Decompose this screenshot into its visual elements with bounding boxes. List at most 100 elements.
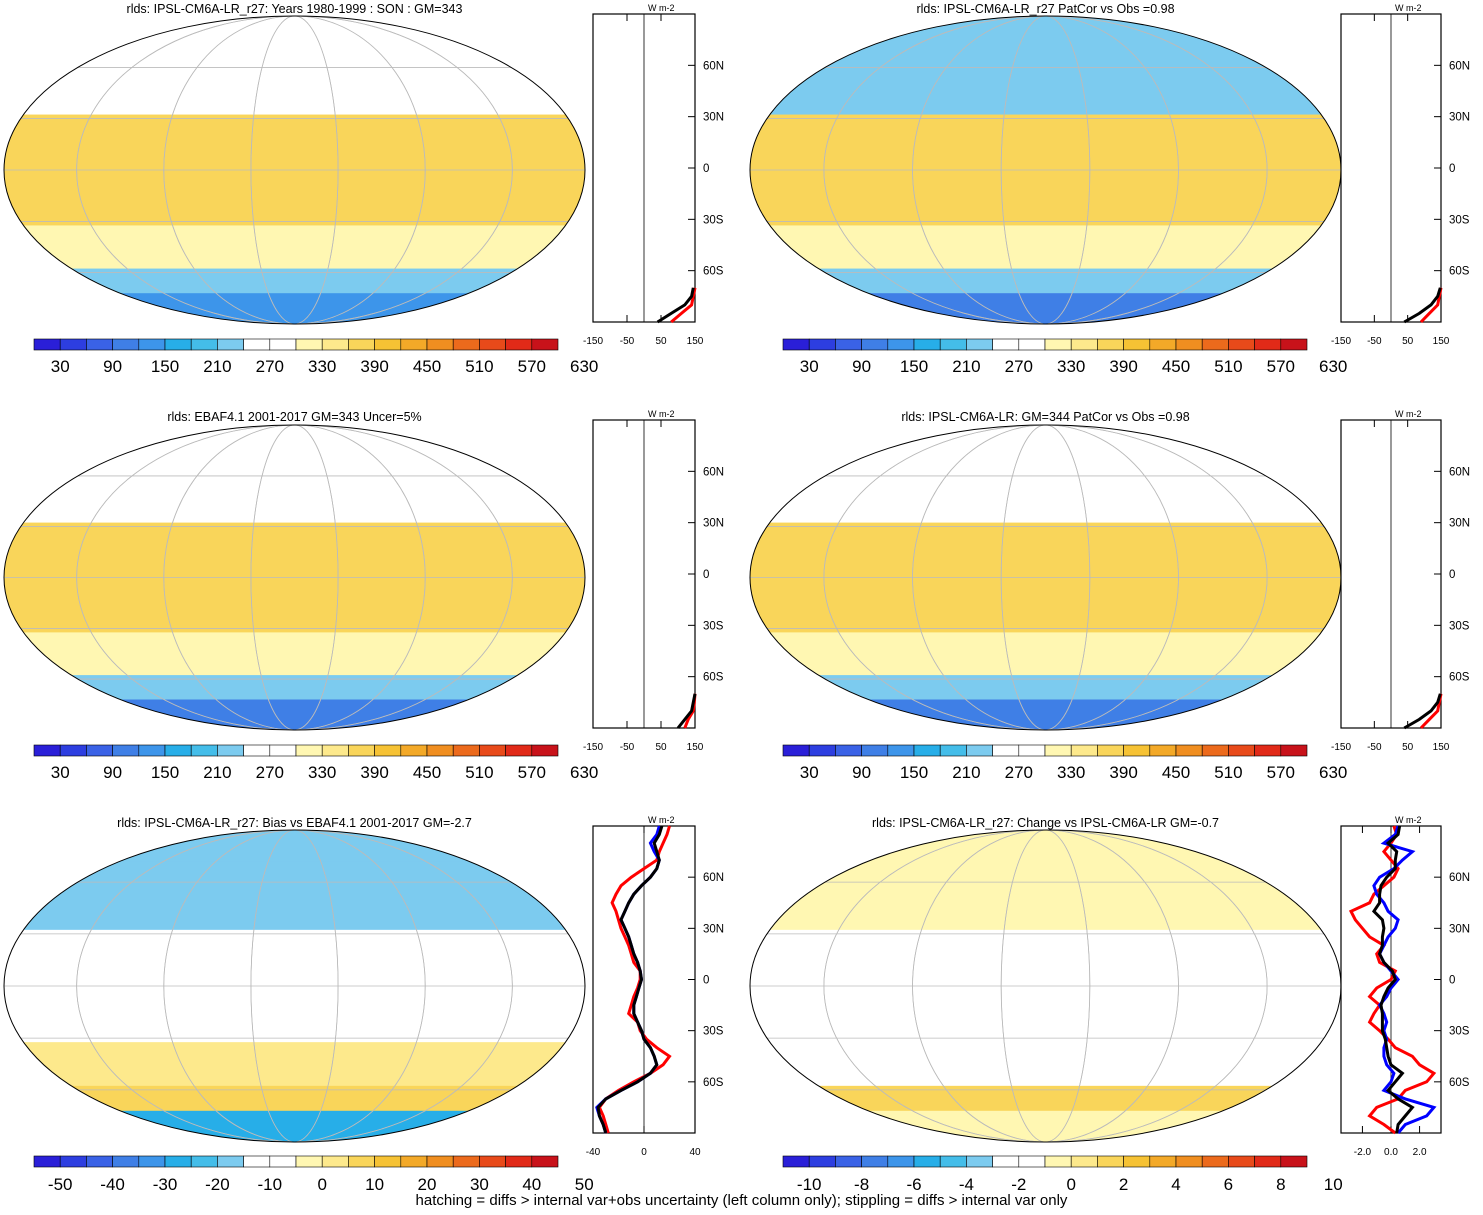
colorbar-label: 210 [203, 763, 231, 782]
x-tick-label: 2.0 [1413, 1147, 1427, 1158]
zonal-profile: -40 0 40 60N 30N 0 30S 60S W m-2 [586, 815, 724, 1158]
meridian-line [823, 830, 1268, 1142]
lat-band [4, 46, 585, 116]
colorbar-label: 10 [1324, 1175, 1343, 1194]
colorbar-box [374, 338, 402, 351]
colorbar-label: 570 [1267, 763, 1295, 782]
x-tick-label: -150 [583, 336, 603, 347]
x-tick-label: 50 [1402, 336, 1414, 347]
map-border [3, 829, 586, 1143]
unit-label: W m-2 [1395, 409, 1422, 419]
unit-label: W m-2 [1395, 815, 1422, 825]
lat-band [4, 861, 585, 931]
colorbar-label: -10 [258, 1175, 283, 1194]
colorbar-box [374, 1155, 402, 1168]
colorbar-box [295, 744, 323, 757]
colorbar-box [217, 744, 244, 757]
panel-change: rlds: IPSL-CM6A-LR_r27: Change vs IPSL-C… [749, 815, 1470, 1194]
colorbar-box [400, 338, 428, 351]
y-tick-label: 60N [703, 872, 724, 884]
colorbar-box [1201, 1155, 1229, 1168]
colorbar-box [112, 338, 140, 351]
lat-band [750, 1042, 1341, 1087]
meridian-line [250, 830, 339, 1142]
x-tick-label: 50 [655, 742, 667, 753]
colorbar-label: -4 [959, 1175, 974, 1194]
lat-band [4, 830, 585, 863]
colorbar-label: 210 [952, 763, 980, 782]
panel-title: rlds: IPSL-CM6A-LR: GM=344 PatCor vs Obs… [901, 410, 1189, 424]
profile-line-black [656, 287, 695, 324]
map-field [750, 830, 1341, 1142]
lat-band [750, 225, 1341, 270]
colorbar-label: -20 [205, 1175, 230, 1194]
colorbar-label: 390 [1109, 357, 1137, 376]
colorbar-label: 330 [308, 763, 336, 782]
colorbar-box [321, 338, 349, 351]
colorbar-label: 6 [1224, 1175, 1233, 1194]
y-tick-label: 60S [703, 1077, 724, 1089]
lat-band [4, 425, 585, 457]
colorbar-box [782, 338, 810, 351]
y-tick-label: 60N [1449, 466, 1470, 478]
colorbar-label: 570 [1267, 357, 1295, 376]
colorbar-box [1149, 744, 1177, 757]
colorbar-box [808, 1155, 836, 1168]
colorbar-box [531, 744, 559, 757]
map-field [750, 16, 1341, 324]
lat-band [4, 699, 585, 730]
meridian-line [912, 830, 1179, 1142]
colorbar-box [1123, 744, 1151, 757]
lat-band [750, 699, 1341, 730]
colorbar-label: 510 [465, 763, 493, 782]
colorbar-box [374, 744, 402, 757]
colorbar-box [426, 338, 454, 351]
colorbar-box [861, 338, 889, 351]
colorbar-label: 270 [256, 763, 284, 782]
colorbar-box [59, 1155, 87, 1168]
colorbar-box [966, 744, 993, 757]
map-border [3, 424, 586, 731]
colorbar-box [295, 338, 323, 351]
x-tick-label: -150 [1331, 336, 1351, 347]
y-tick-label: 0 [1449, 569, 1455, 581]
y-tick-label: 30S [1449, 620, 1470, 632]
colorbar-label: 390 [1109, 763, 1137, 782]
colorbar-box [138, 744, 166, 757]
panel-title: rlds: IPSL-CM6A-LR_r27: Bias vs EBAF4.1 … [117, 816, 472, 830]
y-tick-label: 0 [703, 975, 709, 987]
colorbar-box [164, 744, 192, 757]
colorbar-label: 10 [365, 1175, 384, 1194]
meridian-line [163, 425, 426, 730]
lat-band [750, 1110, 1341, 1142]
colorbar-box [295, 1155, 323, 1168]
colorbar-box [59, 744, 87, 757]
y-tick-label: 60S [1449, 672, 1470, 684]
panel-patcor_r27: rlds: IPSL-CM6A-LR_r27 PatCor vs Obs =0.… [749, 2, 1470, 376]
colorbar-label: 210 [952, 357, 980, 376]
colorbar-label: 90 [103, 357, 122, 376]
colorbar-box [1228, 1155, 1255, 1168]
colorbar-box [86, 338, 113, 351]
y-tick-label: 30S [703, 620, 724, 632]
unit-label: W m-2 [1395, 3, 1422, 13]
colorbar-box [966, 1155, 993, 1168]
panel-title: rlds: IPSL-CM6A-LR_r27: Change vs IPSL-C… [872, 816, 1219, 830]
lat-band [750, 293, 1341, 324]
y-tick-label: 30N [703, 518, 724, 530]
colorbar-box [1097, 1155, 1124, 1168]
colorbar-label: 4 [1171, 1175, 1180, 1194]
colorbar-box [243, 744, 271, 757]
colorbar-label: 150 [151, 357, 179, 376]
lat-band [750, 861, 1341, 931]
panel-title: rlds: IPSL-CM6A-LR_r27: Years 1980-1999 … [127, 2, 463, 16]
x-tick-label: -50 [620, 742, 635, 753]
colorbar-label: 40 [522, 1175, 541, 1194]
colorbar-box [1201, 338, 1229, 351]
colorbar-box [321, 744, 349, 757]
colorbar-box [1097, 744, 1124, 757]
lat-band [4, 522, 585, 634]
y-tick-label: 30N [1449, 518, 1470, 530]
meridian-line [912, 16, 1179, 324]
colorbar-box [479, 1155, 506, 1168]
